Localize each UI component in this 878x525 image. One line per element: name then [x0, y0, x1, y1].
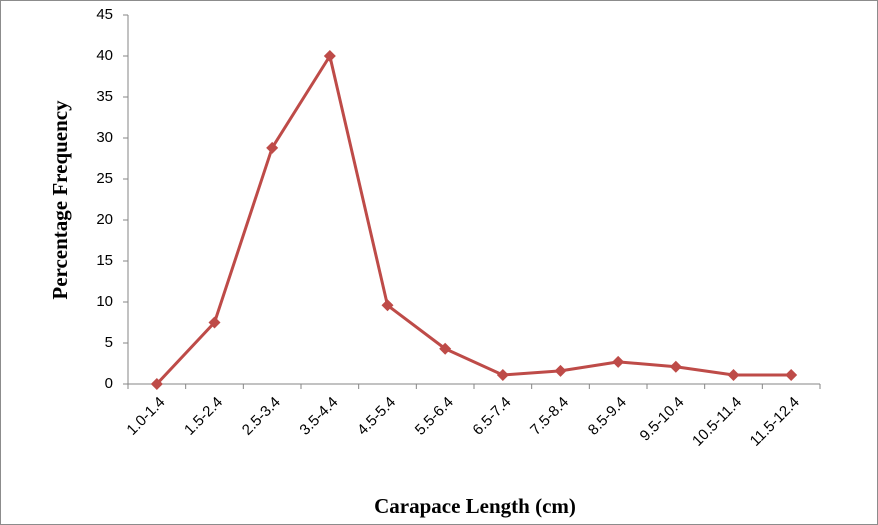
data-marker — [208, 316, 221, 329]
data-marker — [439, 342, 452, 355]
y-tick-label: 35 — [96, 88, 113, 105]
y-tick-label: 20 — [96, 211, 113, 228]
y-tick-label: 45 — [96, 6, 113, 23]
y-tick-label: 0 — [105, 375, 113, 392]
data-marker — [554, 364, 567, 377]
data-marker — [323, 50, 336, 62]
data-line — [155, 54, 792, 386]
y-tick-label: 5 — [105, 334, 113, 351]
y-tick-label: 10 — [96, 293, 113, 310]
data-marker — [381, 299, 394, 312]
y-tick-label: 40 — [96, 47, 113, 64]
data-marker — [496, 368, 509, 381]
data-marker — [669, 360, 682, 373]
y-axis-title: Percentage Frequency — [48, 100, 72, 300]
data-marker — [612, 355, 625, 368]
x-axis-title: Carapace Length (cm) — [374, 494, 576, 518]
data-marker — [266, 141, 279, 154]
y-tick-label: 25 — [96, 170, 113, 187]
data-marker — [727, 368, 740, 381]
data-marker — [150, 378, 163, 390]
data-marker — [785, 368, 798, 381]
y-tick-label: 15 — [96, 252, 113, 269]
y-tick-label: 30 — [96, 129, 113, 146]
